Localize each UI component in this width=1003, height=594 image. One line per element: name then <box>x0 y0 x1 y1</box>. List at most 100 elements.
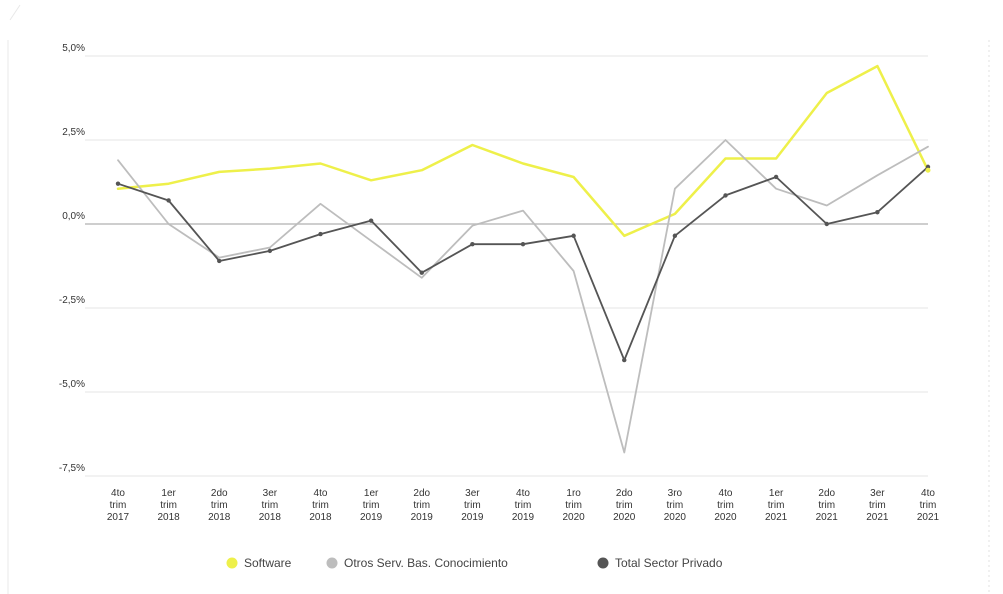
legend-swatch <box>597 557 609 569</box>
series-line <box>116 64 930 238</box>
legend-item: Total Sector Privado <box>597 556 723 570</box>
x-tick-label-line: 2018 <box>208 512 231 523</box>
series-line <box>117 139 929 454</box>
x-tick-label-line: 2020 <box>714 512 737 523</box>
x-tick-label-line: trim <box>616 500 633 511</box>
x-tick-label-line: 4to <box>111 488 125 499</box>
x-tick-label-line: 2019 <box>461 512 484 523</box>
x-tick-label-line: trim <box>413 500 430 511</box>
x-tick-label-line: 2021 <box>765 512 788 523</box>
series-end-point <box>925 167 931 173</box>
x-tick-label-line: 3er <box>870 488 885 499</box>
x-tick-label-line: 4to <box>719 488 733 499</box>
data-point <box>470 241 475 247</box>
x-tick-label: 4to trim 2017 <box>107 488 130 523</box>
data-point <box>672 233 678 238</box>
y-tick-label: -2,5% <box>59 295 85 306</box>
x-tick-label: 3ro trim 2020 <box>664 488 687 523</box>
x-tick-label-line: 2do <box>413 488 430 499</box>
x-tick-label-line: trim <box>667 500 684 511</box>
x-tick-label-line: 1er <box>161 488 176 499</box>
y-tick-label: -5,0% <box>59 379 85 390</box>
x-tick-label: 4to trim 2018 <box>309 488 332 523</box>
legend-item: Otros Serv. Bas. Conocimiento <box>326 556 508 570</box>
legend-label: Otros Serv. Bas. Conocimiento <box>344 556 508 570</box>
data-point <box>875 210 880 215</box>
x-tick-label-line: trim <box>768 500 785 511</box>
x-tick-label-line: 2021 <box>816 512 839 523</box>
y-tick-label: 0,0% <box>62 211 85 222</box>
legend-label: Total Sector Privado <box>615 556 723 570</box>
x-tick-label-line: 4to <box>516 488 530 499</box>
x-tick-label-line: 2do <box>211 488 228 499</box>
series-layer <box>115 64 931 454</box>
x-tick-label-line: 2019 <box>360 512 383 523</box>
y-tick-label: 2,5% <box>62 127 85 138</box>
x-tick-label-line: 1er <box>769 488 784 499</box>
x-tick-label-line: 1er <box>364 488 379 499</box>
x-tick-label-line: 1ro <box>566 488 581 499</box>
x-tick-label-line: 2020 <box>613 512 636 523</box>
x-tick-label-line: 2020 <box>563 512 586 523</box>
series-line <box>117 166 929 361</box>
data-point <box>368 218 374 223</box>
y-tick-label: -7,5% <box>59 463 85 474</box>
data-point <box>622 357 627 363</box>
x-tick-label-line: trim <box>818 500 835 511</box>
data-point <box>318 231 323 237</box>
x-tick-label: 3er trim 2019 <box>461 488 484 523</box>
x-tick-label-line: 4to <box>314 488 328 499</box>
series-software <box>116 64 930 238</box>
x-tick-label-line: trim <box>312 500 329 511</box>
x-tick-label: 4to trim 2019 <box>512 488 535 523</box>
x-tick-label-line: trim <box>464 500 481 511</box>
x-tick-label: 2do trim 2020 <box>613 488 636 523</box>
x-tick-label-line: trim <box>920 500 937 511</box>
frame-corner-mark <box>9 4 21 21</box>
x-tick-label: 4to trim 2021 <box>917 488 940 523</box>
data-point <box>824 221 829 227</box>
y-tick-label: 5,0% <box>62 43 85 54</box>
series-total-sector-privado <box>115 164 931 363</box>
x-tick-label: 1er trim 2021 <box>765 488 788 523</box>
x-tick-label-line: trim <box>363 500 380 511</box>
x-tick-label-line: trim <box>160 500 177 511</box>
x-tick-label: 3er trim 2018 <box>259 488 282 523</box>
data-point <box>520 241 526 247</box>
x-tick-label: 1er trim 2018 <box>158 488 181 523</box>
data-point <box>217 258 222 264</box>
x-tick-label-line: 2do <box>818 488 835 499</box>
data-point <box>166 198 171 203</box>
x-tick-label-line: 2018 <box>259 512 282 523</box>
x-tick-label-line: 3ro <box>668 488 683 499</box>
x-tick-label-line: 2021 <box>917 512 940 523</box>
legend-label: Software <box>244 556 292 570</box>
grid <box>85 55 928 477</box>
data-point <box>419 270 424 275</box>
chart-frame <box>7 4 990 594</box>
x-tick-label-line: 2017 <box>107 512 130 523</box>
x-tick-label-line: 2do <box>616 488 633 499</box>
x-tick-label-line: 2018 <box>309 512 332 523</box>
legend-swatch <box>326 557 338 569</box>
x-tick-label-line: trim <box>110 500 127 511</box>
x-tick-label: 3er trim 2021 <box>866 488 889 523</box>
x-tick-label: 1ro trim 2020 <box>563 488 586 523</box>
x-tick-label-line: 2019 <box>512 512 535 523</box>
x-tick-label-line: trim <box>262 500 279 511</box>
legend-swatch <box>226 557 238 569</box>
x-tick-label-line: trim <box>211 500 228 511</box>
x-tick-label-line: 2021 <box>866 512 889 523</box>
x-tick-label: 2do trim 2021 <box>816 488 839 523</box>
x-tick-label-line: 3er <box>465 488 480 499</box>
series-otros-serv-bas-conocimiento <box>117 139 929 454</box>
x-tick-label-line: trim <box>717 500 734 511</box>
x-tick-label-line: 3er <box>263 488 278 499</box>
x-tick-label-line: 2019 <box>411 512 434 523</box>
data-point <box>571 233 576 238</box>
x-tick-label-line: trim <box>515 500 532 511</box>
x-tick-label: 2do trim 2019 <box>411 488 434 523</box>
data-point <box>267 248 273 254</box>
legend-item: Software <box>226 556 292 570</box>
